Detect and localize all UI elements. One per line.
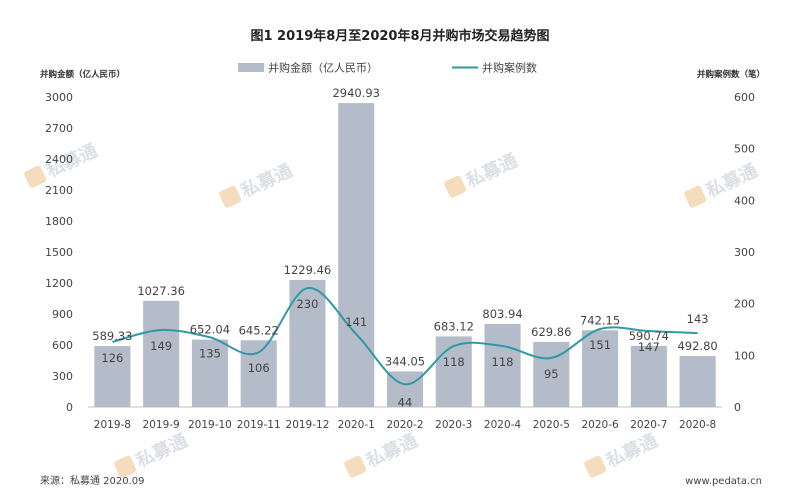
- line-data-label: 106: [248, 361, 270, 375]
- legend-bar-swatch: [238, 63, 264, 72]
- bar-data-label: 742.15: [580, 313, 620, 327]
- y-left-tick-label: 3000: [45, 91, 73, 104]
- bar-data-label: 683.12: [434, 319, 474, 333]
- line-path: [112, 287, 698, 386]
- watermark-logo-mark: [219, 185, 242, 208]
- watermark-logo-mark: [344, 455, 367, 478]
- site-url: www.pedata.cn: [685, 476, 762, 487]
- y-right-tick-label: 100: [734, 349, 755, 362]
- watermark-logo-text: 私募通: [238, 160, 296, 202]
- line-data-label: 143: [687, 312, 709, 326]
- watermark-logo: 私募通: [114, 430, 191, 478]
- watermark-logo-mark: [684, 185, 707, 208]
- bar-data-label: 652.04: [190, 323, 230, 337]
- y-left-tick-label: 2700: [45, 122, 73, 135]
- bar-data-label: 344.05: [385, 354, 425, 368]
- line-data-label: 141: [345, 315, 367, 329]
- source-note: 来源：私募通 2020.09: [40, 474, 145, 487]
- y-right-axis-title: 并购案例数（笔）: [697, 69, 765, 80]
- line-data-label: 147: [638, 340, 660, 354]
- watermark-logo-text: 私募通: [603, 430, 661, 472]
- watermark-logo: 私募通: [584, 430, 661, 478]
- bar-data-label: 803.94: [482, 307, 522, 321]
- bar: [484, 323, 521, 407]
- axes: 0 300 600 900 1200 1500 1800 2100 2400 2700 3000 0 1…: [45, 91, 755, 431]
- x-tick-label: 2020-5: [533, 419, 570, 431]
- y-left-tick-label: 0: [66, 401, 73, 414]
- line-data-label: 151: [589, 338, 611, 352]
- watermark-logo: 私募通: [444, 150, 521, 198]
- y-right-tick-label: 300: [734, 246, 755, 259]
- line-data-label: 118: [492, 355, 514, 369]
- line-data-label: 118: [443, 355, 465, 369]
- line-data-label: 149: [150, 339, 172, 353]
- line-data-label: 126: [101, 351, 123, 365]
- bar: [94, 346, 131, 407]
- y-right-tick-label: 400: [734, 194, 755, 207]
- bar: [582, 330, 619, 407]
- y-right-tick-label: 200: [734, 298, 755, 311]
- line-data-label: 135: [199, 346, 221, 360]
- x-tick-label: 2020-3: [435, 419, 472, 431]
- bar: [191, 339, 228, 407]
- x-tick-label: 2020-2: [386, 419, 423, 431]
- bar-data-label: 1229.46: [284, 263, 332, 277]
- line-data-label: 230: [296, 297, 318, 311]
- bar: [630, 345, 667, 407]
- y-left-tick-label: 2400: [45, 153, 73, 166]
- bar: [435, 336, 472, 407]
- legend-line-label: 并购案例数: [482, 61, 537, 75]
- y-left-tick-label: 900: [52, 308, 73, 321]
- bar-data-label: 492.80: [677, 339, 717, 353]
- bar: [679, 356, 716, 407]
- watermark-logo-mark: [114, 455, 137, 478]
- y-right-tick-label: 500: [734, 143, 755, 156]
- y-left-tick-label: 1200: [45, 277, 73, 290]
- watermark-logo: 私募通: [219, 160, 296, 208]
- bar: [289, 279, 326, 407]
- bar-data-label: 629.86: [531, 325, 571, 339]
- y-right-tick-label: 600: [734, 91, 755, 104]
- x-tick-label: 2020-7: [630, 419, 667, 431]
- line-series: [112, 287, 698, 386]
- y-right-tick-label: 0: [734, 401, 741, 414]
- legend-bar-label: 并购金额（亿人民币）: [268, 61, 378, 75]
- bar-data-label: 590.74: [629, 329, 669, 343]
- bar: [143, 300, 180, 407]
- watermark-logo-mark: [444, 175, 467, 198]
- y-left-tick-label: 600: [52, 339, 73, 352]
- bar-data-label: 1027.36: [137, 284, 185, 298]
- watermark-logo: 私募通: [344, 430, 421, 478]
- watermark-logo-text: 私募通: [463, 150, 521, 192]
- data-labels: 589.33 1027.36 652.04 645.22 1229.46 2940.93 3…: [92, 86, 717, 409]
- line-data-label: 95: [544, 367, 559, 381]
- x-tick-label: 2019-11: [237, 419, 281, 431]
- x-tick-label: 2020-8: [679, 419, 716, 431]
- line-data-label: 44: [398, 395, 413, 409]
- x-tick-label: 2019-10: [188, 419, 232, 431]
- bar-data-label: 589.33: [92, 329, 132, 343]
- bar-series: [94, 103, 716, 408]
- y-left-tick-label: 1800: [45, 215, 73, 228]
- bar: [338, 103, 375, 408]
- watermark-logo-mark: [584, 455, 607, 478]
- y-left-axis-title: 并购金额（亿人民币）: [40, 69, 125, 80]
- x-tick-label: 2019-12: [286, 419, 330, 431]
- y-left-tick-label: 1500: [45, 246, 73, 259]
- x-tick-label: 2019-9: [143, 419, 180, 431]
- watermark-logo-text: 私募通: [133, 430, 191, 472]
- x-tick-label: 2019-8: [94, 419, 131, 431]
- x-tick-label: 2020-6: [581, 419, 619, 431]
- bar-data-label: 645.22: [239, 323, 279, 337]
- y-left-tick-label: 2100: [45, 184, 73, 197]
- y-left-tick-label: 300: [52, 370, 73, 383]
- chart-title: 图1 2019年8月至2020年8月并购市场交易趋势图: [250, 28, 549, 44]
- x-tick-label: 2020-1: [338, 419, 375, 431]
- x-tick-label: 2020-4: [484, 419, 522, 431]
- watermark-logo-mark: [24, 165, 47, 188]
- bar-data-label: 2940.93: [332, 86, 380, 100]
- legend: 并购金额（亿人民币） 并购案例数: [238, 61, 537, 75]
- watermark-logo-text: 私募通: [363, 430, 421, 472]
